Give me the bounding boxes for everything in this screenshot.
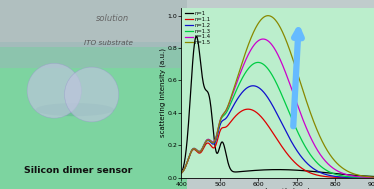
n=1.1: [246, 108, 250, 110]
n=1.5: [179, 172, 184, 174]
n=1: [214, 149, 218, 151]
n=1: [325, 172, 329, 174]
n=1.4: [372, 176, 374, 179]
n=1.5: [213, 138, 218, 141]
Line: n=1.4: n=1.4: [181, 39, 374, 177]
n=1: [229, 169, 233, 171]
n=1.5: [325, 149, 329, 151]
n=1.1: [293, 162, 297, 164]
n=1.2: [325, 174, 329, 176]
n=1.2: [308, 165, 313, 167]
n=1.2: [179, 172, 184, 174]
Legend: n=1, n=1.1, n=1.2, n=1.3, n=1.4, n=1.5: n=1, n=1.1, n=1.2, n=1.3, n=1.4, n=1.5: [184, 10, 212, 46]
Text: ITO substrate: ITO substrate: [84, 40, 133, 46]
Line: n=1.2: n=1.2: [181, 86, 374, 178]
n=1.4: [267, 40, 271, 43]
Line: n=1.3: n=1.3: [181, 62, 374, 178]
n=1.5: [293, 65, 297, 67]
Line: n=1: n=1: [181, 36, 374, 177]
Line: n=1.1: n=1.1: [181, 109, 374, 178]
n=1.2: [293, 147, 297, 149]
n=1.1: [179, 172, 184, 174]
n=1.4: [179, 172, 184, 174]
n=1.4: [261, 38, 265, 40]
n=1.2: [213, 140, 218, 143]
n=1.5: [229, 96, 233, 99]
n=1.1: [229, 121, 233, 123]
n=1: [179, 172, 184, 174]
n=1.1: [325, 176, 329, 178]
n=1: [267, 169, 271, 171]
n=1.3: [256, 61, 260, 64]
Ellipse shape: [36, 103, 114, 116]
n=1.3: [179, 172, 184, 174]
n=1.1: [213, 145, 218, 147]
Text: Silicon dimer sensor: Silicon dimer sensor: [24, 166, 133, 175]
n=1.3: [372, 177, 374, 179]
n=1.5: [372, 176, 374, 178]
n=1.3: [213, 138, 218, 140]
n=1.4: [213, 138, 218, 140]
n=1.5: [266, 15, 270, 17]
n=1.2: [251, 85, 255, 87]
n=1.3: [325, 169, 329, 172]
n=1.5: [267, 15, 271, 17]
Circle shape: [27, 63, 81, 118]
Y-axis label: scattering intensity (a.u.): scattering intensity (a.u.): [159, 48, 166, 137]
n=1: [194, 35, 199, 38]
n=1: [308, 170, 313, 172]
n=1: [372, 175, 374, 178]
n=1.4: [325, 161, 329, 164]
Circle shape: [64, 67, 119, 122]
Bar: [0, 42, 187, 68]
n=1.5: [308, 111, 313, 114]
Line: n=1.5: n=1.5: [181, 16, 374, 177]
n=1.2: [229, 109, 233, 112]
n=1.4: [229, 98, 233, 100]
n=1.4: [308, 136, 313, 138]
n=1.3: [229, 102, 233, 104]
n=1.3: [267, 69, 271, 71]
n=1.1: [267, 126, 271, 128]
n=1.3: [308, 153, 313, 156]
Text: solution: solution: [96, 14, 129, 23]
n=1.1: [372, 177, 374, 179]
n=1.1: [308, 172, 313, 174]
n=1.4: [293, 98, 297, 100]
X-axis label: wavelength (nm): wavelength (nm): [245, 188, 310, 189]
n=1.2: [267, 98, 271, 100]
n=1: [293, 169, 297, 171]
Bar: [0, 0, 187, 47]
n=1.3: [293, 125, 297, 128]
n=1.2: [372, 177, 374, 179]
Bar: [0, 47, 187, 189]
